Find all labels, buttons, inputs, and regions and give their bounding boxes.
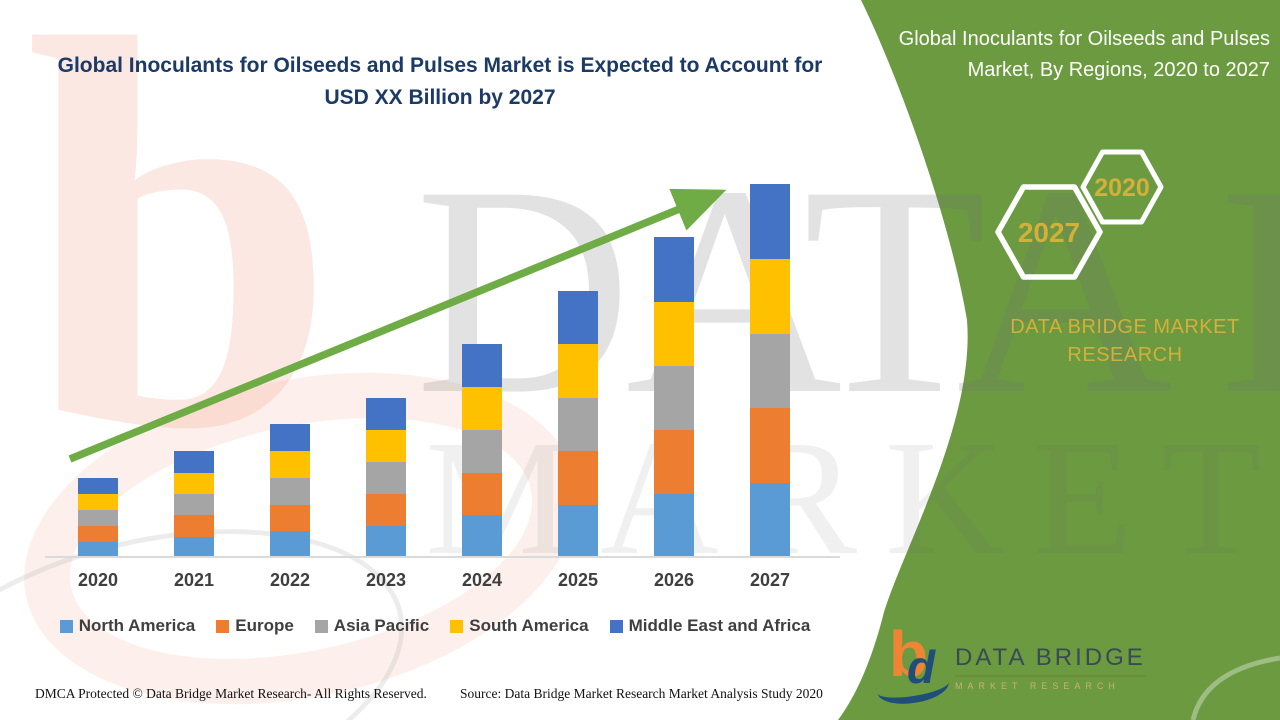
hexagon-2020 xyxy=(1080,149,1164,225)
segment-asia-pacific xyxy=(78,509,118,526)
databridge-logo: b d DATA BRIDGE MARKET RESEARCH xyxy=(875,622,1146,709)
segment-north-america xyxy=(462,515,502,558)
segment-asia-pacific xyxy=(174,493,214,516)
segment-europe xyxy=(174,515,214,537)
segment-north-america xyxy=(366,525,406,558)
legend-item-europe: Europe xyxy=(216,616,294,636)
segment-middle-east-and-africa xyxy=(750,184,790,259)
legend-label: Asia Pacific xyxy=(333,616,430,635)
legend-item-south-america: South America xyxy=(450,616,589,636)
segment-north-america xyxy=(654,493,694,558)
logo-name: DATA BRIDGE xyxy=(955,644,1146,677)
segment-south-america xyxy=(78,493,118,510)
segment-europe xyxy=(366,493,406,526)
logo-tagline: MARKET RESEARCH xyxy=(955,681,1120,691)
x-axis-label-2022: 2022 xyxy=(269,570,311,590)
green-panel xyxy=(838,0,1280,720)
hexagon-2027-label: 2027 xyxy=(1018,217,1080,248)
x-axis-label-2023: 2023 xyxy=(365,570,407,590)
legend-item-asia-pacific: Asia Pacific xyxy=(314,616,430,636)
segment-asia-pacific xyxy=(366,461,406,494)
hexagon-2027 xyxy=(995,184,1103,280)
legend-swatch xyxy=(59,619,73,633)
segment-north-america xyxy=(78,541,118,558)
segment-north-america xyxy=(270,531,310,558)
segment-north-america xyxy=(174,536,214,558)
segment-north-america xyxy=(558,504,598,558)
bar-2020 xyxy=(78,477,118,558)
x-axis-label-2025: 2025 xyxy=(557,570,599,590)
legend-label: Europe xyxy=(235,616,294,635)
legend-swatch xyxy=(609,619,623,633)
legend-label: South America xyxy=(469,616,589,635)
footer-source: Source: Data Bridge Market Research Mark… xyxy=(460,686,823,701)
brand-caption: DATA BRIDGE MARKET RESEARCH xyxy=(1010,316,1240,366)
bar-2027 xyxy=(750,184,790,558)
legend: North America Europe Asia Pacific South Ame… xyxy=(40,616,830,636)
x-axis-label-2024: 2024 xyxy=(461,570,503,590)
legend-swatch xyxy=(314,619,328,633)
legend-swatch xyxy=(450,619,464,633)
logo-d-glyph: d xyxy=(907,641,936,693)
legend-swatch xyxy=(216,619,230,633)
chart-title: Global Inoculants for Oilseeds and Pulse… xyxy=(57,54,823,109)
panel-title: Global Inoculants for Oilseeds and Pulse… xyxy=(898,28,1270,81)
logo-text: DATA BRIDGE MARKET RESEARCH xyxy=(955,644,1146,691)
segment-south-america xyxy=(174,472,214,494)
segment-europe xyxy=(462,472,502,516)
segment-middle-east-and-africa xyxy=(78,477,118,494)
x-axis-label-2026: 2026 xyxy=(653,570,695,590)
segment-europe xyxy=(750,408,790,484)
x-axis-line xyxy=(45,556,840,558)
legend-item-middle-east-and-africa: Middle East and Africa xyxy=(609,616,811,636)
footer-dmca: DMCA Protected © Data Bridge Market Rese… xyxy=(35,686,427,701)
segment-asia-pacific xyxy=(270,477,310,505)
x-axis-label-2027: 2027 xyxy=(749,570,791,590)
segment-asia-pacific xyxy=(750,333,790,409)
corner-accent-arc xyxy=(1190,655,1280,720)
logo-b-glyph: b xyxy=(889,618,929,690)
x-axis-label-2021: 2021 xyxy=(173,570,215,590)
legend-label: Middle East and Africa xyxy=(628,616,811,635)
x-axis-label-2020: 2020 xyxy=(77,570,119,590)
segment-europe xyxy=(78,525,118,542)
x-axis: 2020 2021 2022 2023 2024 2025 2026 2027 xyxy=(0,570,840,596)
segment-south-america xyxy=(750,258,790,334)
segment-north-america xyxy=(750,483,790,558)
segment-europe xyxy=(270,504,310,532)
hexagon-2020-label: 2020 xyxy=(1094,174,1150,202)
legend-item-north-america: North America xyxy=(59,616,196,636)
legend-label: North America xyxy=(78,616,196,635)
